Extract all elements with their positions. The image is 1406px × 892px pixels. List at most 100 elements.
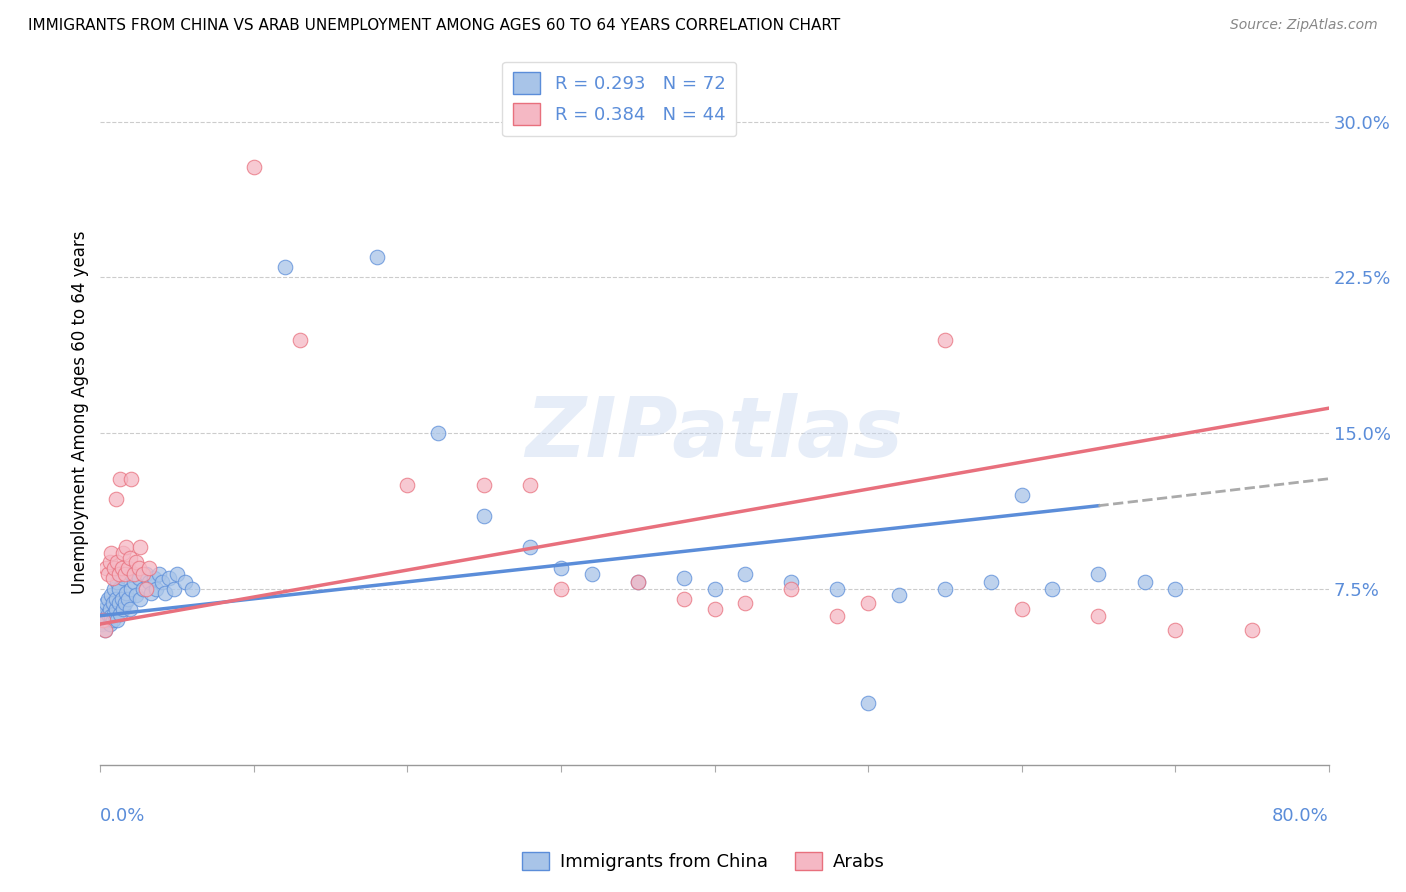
Text: ZIPatlas: ZIPatlas — [526, 393, 904, 474]
Point — [627, 575, 650, 590]
Point — [1087, 567, 1109, 582]
Point — [104, 592, 127, 607]
Point — [103, 561, 125, 575]
Point — [1040, 582, 1063, 596]
Point — [159, 571, 181, 585]
Point — [139, 586, 162, 600]
Point — [96, 613, 118, 627]
Point — [101, 571, 124, 585]
Point — [120, 582, 142, 596]
Text: Source: ZipAtlas.com: Source: ZipAtlas.com — [1230, 18, 1378, 32]
Point — [114, 596, 136, 610]
Point — [101, 596, 124, 610]
Point — [112, 602, 135, 616]
Point — [122, 567, 145, 582]
Point — [97, 607, 120, 621]
Point — [129, 540, 152, 554]
Point — [166, 567, 188, 582]
Point — [550, 561, 572, 575]
Point — [980, 575, 1002, 590]
Point — [124, 588, 146, 602]
Point — [427, 426, 450, 441]
Point — [288, 333, 311, 347]
Point — [98, 602, 121, 616]
Point — [94, 602, 117, 616]
Point — [934, 333, 956, 347]
Point — [827, 582, 849, 596]
Point — [145, 582, 167, 596]
Point — [112, 546, 135, 560]
Point — [703, 602, 725, 616]
Point — [366, 250, 388, 264]
Point — [181, 582, 204, 596]
Point — [472, 478, 495, 492]
Point — [115, 540, 138, 554]
Point — [128, 561, 150, 575]
Point — [105, 613, 128, 627]
Point — [703, 582, 725, 596]
Point — [98, 555, 121, 569]
Point — [93, 608, 115, 623]
Point — [1164, 582, 1187, 596]
Point — [1240, 624, 1263, 638]
Point — [94, 624, 117, 638]
Point — [135, 582, 157, 596]
Point — [111, 561, 134, 575]
Point — [1011, 488, 1033, 502]
Point — [153, 586, 176, 600]
Point — [780, 575, 803, 590]
Point — [132, 582, 155, 596]
Point — [1087, 608, 1109, 623]
Point — [138, 575, 160, 590]
Text: 80.0%: 80.0% — [1272, 806, 1329, 824]
Point — [1011, 602, 1033, 616]
Text: 0.0%: 0.0% — [100, 806, 146, 824]
Point — [734, 596, 756, 610]
Point — [550, 582, 572, 596]
Point — [114, 567, 136, 582]
Point — [101, 613, 124, 627]
Point — [150, 575, 173, 590]
Point — [132, 567, 155, 582]
Point — [120, 472, 142, 486]
Point — [627, 575, 650, 590]
Point — [97, 567, 120, 582]
Point — [100, 546, 122, 560]
Point — [163, 582, 186, 596]
Point — [780, 582, 803, 596]
Point — [128, 571, 150, 585]
Point — [103, 582, 125, 596]
Point — [96, 596, 118, 610]
Point — [112, 571, 135, 585]
Point — [856, 696, 879, 710]
Point — [105, 575, 128, 590]
Point — [120, 567, 142, 582]
Y-axis label: Unemployment Among Ages 60 to 64 years: Unemployment Among Ages 60 to 64 years — [72, 231, 89, 594]
Point — [856, 596, 879, 610]
Point — [100, 608, 122, 623]
Point — [110, 607, 132, 621]
Point — [273, 260, 295, 274]
Point — [734, 567, 756, 582]
Point — [173, 575, 195, 590]
Point — [94, 624, 117, 638]
Point — [934, 582, 956, 596]
Point — [104, 602, 127, 616]
Point — [107, 582, 129, 596]
Point — [827, 608, 849, 623]
Point — [100, 588, 122, 602]
Point — [1133, 575, 1156, 590]
Point — [519, 478, 541, 492]
Point — [107, 596, 129, 610]
Point — [581, 567, 603, 582]
Point — [124, 555, 146, 569]
Point — [122, 575, 145, 590]
Point — [135, 567, 157, 582]
Point — [105, 555, 128, 569]
Point — [96, 561, 118, 575]
Point — [107, 567, 129, 582]
Point — [98, 617, 121, 632]
Text: IMMIGRANTS FROM CHINA VS ARAB UNEMPLOYMENT AMONG AGES 60 TO 64 YEARS CORRELATION: IMMIGRANTS FROM CHINA VS ARAB UNEMPLOYME… — [28, 18, 841, 33]
Point — [118, 602, 141, 616]
Point — [104, 492, 127, 507]
